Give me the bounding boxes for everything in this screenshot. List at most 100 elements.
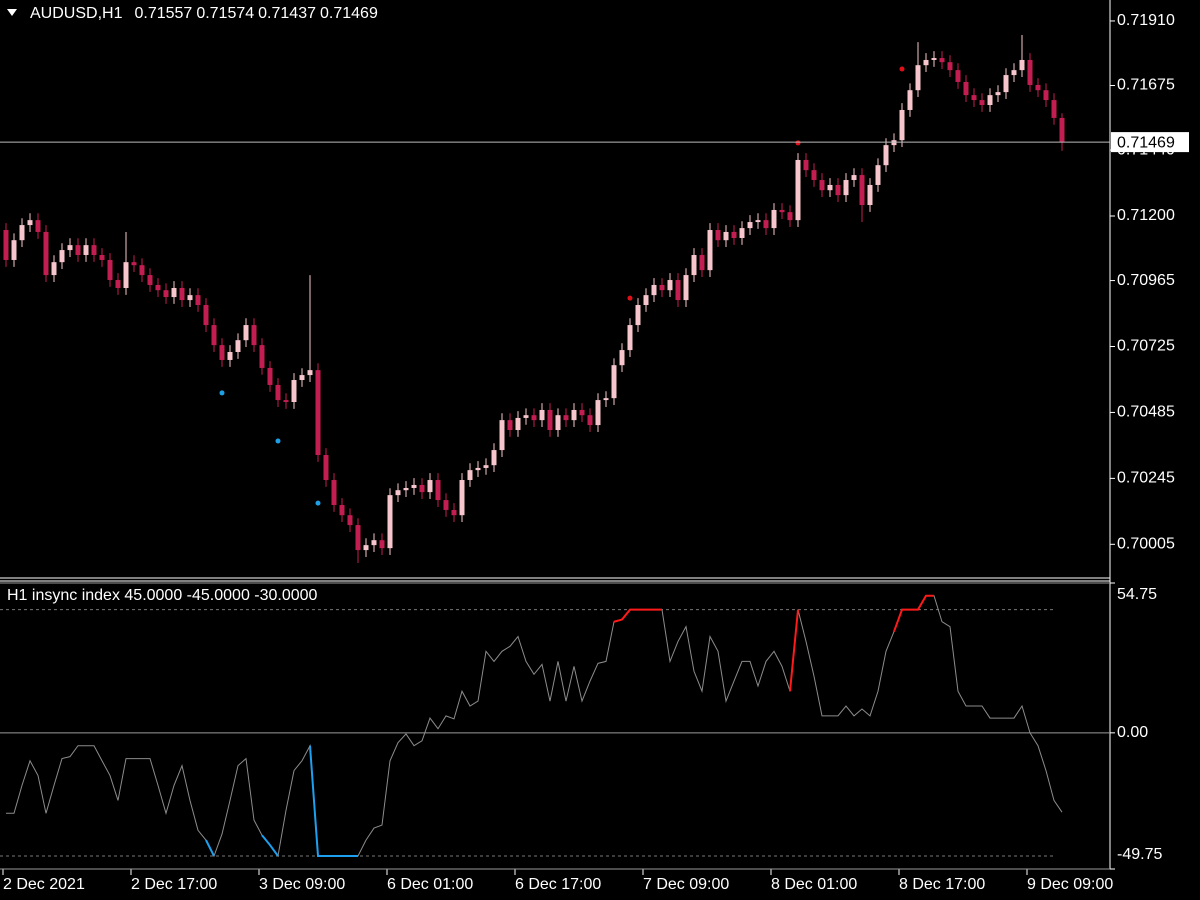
candle-body <box>435 480 441 501</box>
candle-body <box>875 165 881 185</box>
candle-body <box>379 540 385 549</box>
y-tick-label: 0.70005 <box>1117 536 1175 553</box>
candle-body <box>483 465 489 468</box>
y-tick-label: 0.70485 <box>1117 404 1175 421</box>
candle-body <box>395 490 401 496</box>
indicator-line <box>613 594 934 692</box>
candle-body <box>91 245 97 256</box>
symbol: AUDUSD,H1 <box>30 5 123 22</box>
menu-arrow[interactable] <box>7 9 17 16</box>
candle-body <box>531 415 537 421</box>
candle-body <box>555 415 561 431</box>
candle-body <box>187 295 193 301</box>
y-tick-label: 0.71910 <box>1117 12 1175 29</box>
candle-body <box>211 325 217 346</box>
candle-body <box>51 262 57 276</box>
candle-body <box>1003 75 1009 93</box>
candle-body <box>219 345 225 360</box>
candle-body <box>99 255 105 260</box>
x-tick-label: 2 Dec 2021 <box>3 876 85 893</box>
y-tick-label: 0.70245 <box>1117 470 1175 487</box>
candle-body <box>891 140 897 146</box>
x-tick-label: 3 Dec 09:00 <box>259 876 345 893</box>
candle-body <box>1027 59 1033 85</box>
candle-body <box>707 230 713 271</box>
candle-body <box>323 455 329 481</box>
candle-body <box>491 450 497 466</box>
candle-body <box>995 92 1001 96</box>
candle-body <box>507 420 513 431</box>
candle-body <box>563 415 569 421</box>
high-value: 0.71574 <box>196 5 254 22</box>
candle-body <box>603 398 609 401</box>
candle-body <box>859 175 865 206</box>
candle-body <box>363 545 369 551</box>
indicator-line <box>6 595 1063 858</box>
candle-body <box>971 95 977 101</box>
candle-body <box>243 325 249 341</box>
candle-body <box>1011 70 1017 76</box>
candle-body <box>227 352 233 360</box>
signal-dot <box>899 66 905 72</box>
candle-body <box>123 262 129 288</box>
x-tick-label: 7 Dec 09:00 <box>643 876 729 893</box>
candle-body <box>251 325 257 346</box>
candle-body <box>803 159 809 171</box>
candle-body <box>131 262 137 266</box>
candle-body <box>675 280 681 301</box>
candle-body <box>931 58 937 60</box>
candle-body <box>659 284 665 291</box>
candle-body <box>771 209 777 229</box>
y-tick-label: 0.70725 <box>1117 338 1175 355</box>
candle-body <box>715 230 721 241</box>
candle-body <box>59 250 65 263</box>
candle-body <box>739 228 745 238</box>
candle-body <box>163 290 169 298</box>
candle-body <box>947 62 953 71</box>
candle-body <box>627 325 633 351</box>
candle-body <box>643 295 649 306</box>
candle-body <box>419 484 425 493</box>
candle-body <box>459 480 465 516</box>
candle-body <box>819 180 825 191</box>
candle-body <box>867 184 873 206</box>
candle-body <box>403 487 409 491</box>
indicator-line <box>205 745 358 857</box>
candle-body <box>339 505 345 516</box>
candle-body <box>827 184 833 191</box>
candle-body <box>811 170 817 181</box>
candle-body <box>515 417 521 431</box>
candle-body <box>883 145 889 166</box>
candle-body <box>355 525 361 551</box>
candle-body <box>1051 100 1057 118</box>
candle-body <box>67 245 73 251</box>
candle-body <box>451 509 457 516</box>
candle-body <box>147 275 153 285</box>
candle-body <box>787 212 793 221</box>
candle-body <box>35 220 41 232</box>
candle-body <box>779 209 785 213</box>
candle-body <box>275 384 281 401</box>
candle-body <box>763 220 769 229</box>
candle-body <box>11 240 17 260</box>
candle-body <box>155 284 161 291</box>
y-tick-label: 0.71675 <box>1117 77 1175 94</box>
candle-body <box>195 295 201 306</box>
last-price-label: 0.71469 <box>1117 134 1175 151</box>
candle-body <box>315 370 321 456</box>
candle-body <box>795 159 801 221</box>
candle-body <box>835 184 841 196</box>
x-tick-label: 6 Dec 17:00 <box>515 876 601 893</box>
signal-dot <box>219 390 225 396</box>
y-tick-label: 0.71200 <box>1117 207 1175 224</box>
candle-body <box>387 495 393 549</box>
y-tick-label: 54.75 <box>1117 586 1157 603</box>
candle-body <box>1019 59 1025 71</box>
candle-body <box>755 220 761 223</box>
candle-body <box>899 109 905 141</box>
candle-body <box>411 484 417 488</box>
candle-body <box>579 409 585 416</box>
candle-body <box>259 345 265 368</box>
